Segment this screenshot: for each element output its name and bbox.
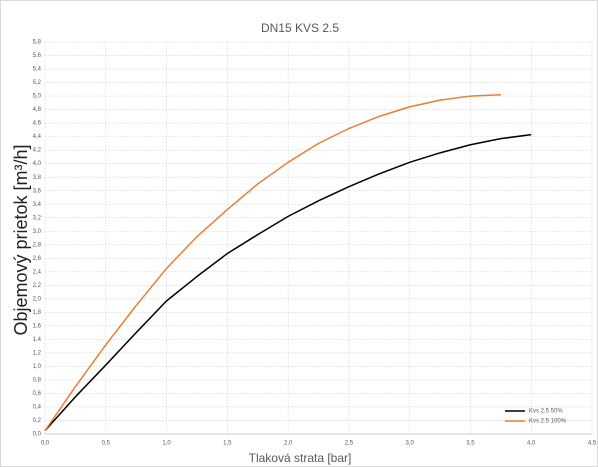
y-tick-label: 5,6 [33,53,42,59]
x-tick-label: 3,0 [405,441,414,447]
y-tick-label: 4,4 [33,134,42,140]
x-tick-label: 0,0 [41,441,50,447]
chart-title: DN15 KVS 2.5 [261,21,339,35]
y-tick-label: 0,8 [33,378,42,384]
x-axis-label: Tlaková strata [bar] [249,451,352,465]
y-tick-label: 2,0 [33,296,42,302]
y-tick-label: 3,6 [33,188,42,194]
y-tick-label: 5,4 [33,67,42,73]
y-tick-label: 4,2 [33,148,42,154]
y-tick-label: 0,2 [33,418,42,424]
y-tick-label: 5,2 [33,80,42,86]
x-tick-label: 2,0 [284,441,293,447]
y-tick-label: 1,6 [33,323,42,329]
legend-label: Kvs 2.5 100% [529,419,567,425]
y-tick-label: 1,4 [33,337,42,343]
x-tick-label: 0,5 [102,441,111,447]
legend-label: Kvs 2.5 50% [529,409,563,415]
y-tick-label: 5,8 [33,40,42,46]
y-tick-label: 1,2 [33,350,42,356]
y-tick-label: 1,8 [33,310,42,316]
y-tick-label: 3,2 [33,215,42,221]
y-tick-label: 4,8 [33,107,42,113]
y-tick-label: 3,0 [33,229,42,235]
series-line [44,133,532,432]
y-tick-label: 3,4 [33,202,42,208]
y-tick-label: 0,6 [33,391,42,397]
y-axis-label: Objemový prietok [m³/h] [11,144,31,335]
x-tick-label: 3,5 [466,441,475,447]
y-tick-label: 0,0 [33,432,42,438]
y-tick-label: 2,2 [33,283,42,289]
x-tick-label: 1,5 [223,441,232,447]
y-tick-label: 4,6 [33,121,42,127]
y-tick-label: 1,0 [33,364,42,370]
y-tick-label: 5,0 [33,94,42,100]
x-tick-label: 1,0 [162,441,171,447]
x-tick-label: 4,0 [527,441,536,447]
y-tick-label: 2,4 [33,269,42,275]
y-tick-label: 4,0 [33,161,42,167]
x-tick-label: 2,5 [345,441,354,447]
y-tick-label: 2,6 [33,256,42,262]
series-line [44,93,501,432]
x-tick-label: 4,5 [588,441,597,447]
y-tick-label: 0,4 [33,405,42,411]
y-tick-label: 3,8 [33,175,42,181]
y-tick-label: 2,8 [33,242,42,248]
